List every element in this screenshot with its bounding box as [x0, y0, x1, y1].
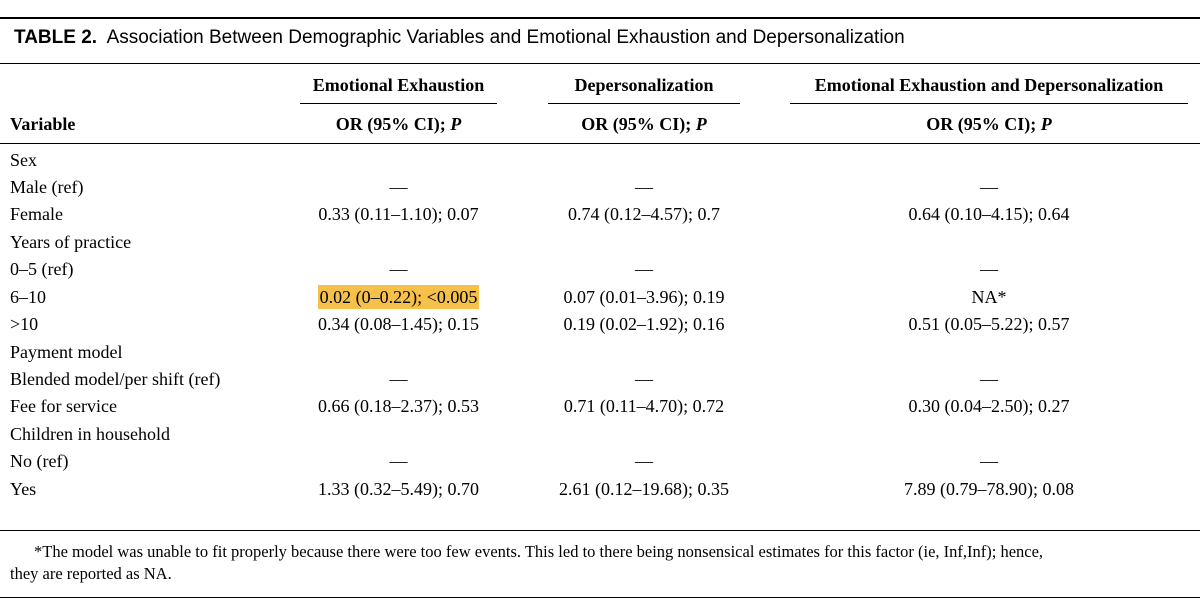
cell-emotional-exhaustion: 0.34 (0.08–1.45); 0.15 — [318, 314, 479, 334]
p-symbol: P — [450, 114, 462, 134]
row-label: Children in household — [10, 424, 170, 444]
cell-depersonalization: — — [635, 369, 653, 389]
body-end-rule — [0, 530, 1200, 531]
row-label: No (ref) — [10, 451, 69, 471]
group-underline-combined — [790, 103, 1188, 104]
subheader-text: OR (95% CI); — [581, 114, 696, 134]
row-label: 0–5 (ref) — [10, 259, 74, 279]
cell-emotional-exhaustion: — — [389, 177, 408, 197]
cell-depersonalization: — — [635, 451, 653, 471]
cell-combined: 0.30 (0.04–2.50); 0.27 — [908, 396, 1070, 416]
table-caption: Association Between Demographic Variable… — [106, 27, 905, 48]
table-footnote: *The model was unable to fit properly be… — [10, 541, 1195, 585]
row-label: Female — [10, 204, 63, 224]
cell-combined: — — [980, 369, 998, 389]
caption-rule — [0, 63, 1200, 64]
cell-combined: — — [980, 259, 998, 279]
subheader-emotional-exhaustion: OR (95% CI); P — [300, 114, 497, 135]
row-label: Years of practice — [10, 232, 132, 252]
cell-combined: NA* — [971, 287, 1007, 307]
cell-combined: — — [980, 451, 998, 471]
table-title: TABLE 2. Association Between Demographic… — [14, 27, 905, 49]
row-label: Yes — [10, 479, 37, 499]
cell-depersonalization: — — [635, 177, 653, 197]
group-underline-emotional-exhaustion — [300, 103, 497, 104]
group-header-emotional-exhaustion: Emotional Exhaustion — [312, 75, 485, 95]
row-label: >10 — [10, 314, 39, 334]
row-label: Blended model/per shift (ref) — [10, 369, 221, 389]
cell-depersonalization: 0.71 (0.11–4.70); 0.72 — [563, 396, 725, 416]
header-rule — [0, 143, 1200, 144]
highlighted-value: 0.02 (0–0.22); <0.005 — [317, 285, 480, 309]
variable-header: Variable — [10, 114, 76, 134]
cell-combined: 0.51 (0.05–5.22); 0.57 — [908, 314, 1070, 334]
cell-combined: 7.89 (0.79–78.90); 0.08 — [904, 479, 1074, 499]
cell-emotional-exhaustion: 0.33 (0.11–1.10); 0.07 — [318, 204, 479, 224]
cell-depersonalization: 0.74 (0.12–4.57); 0.7 — [568, 204, 720, 224]
cell-depersonalization: 0.19 (0.02–1.92); 0.16 — [563, 314, 725, 334]
cell-emotional-exhaustion: — — [389, 259, 408, 279]
group-underline-depersonalization — [548, 103, 740, 104]
row-label: 6–10 — [10, 287, 46, 307]
cell-emotional-exhaustion: — — [389, 451, 408, 471]
subheader-text: OR (95% CI); — [335, 114, 451, 134]
row-label: Sex — [10, 150, 37, 170]
group-header-combined: Emotional Exhaustion and Depersonalizati… — [814, 75, 1164, 95]
cell-combined: — — [980, 177, 998, 197]
p-symbol: P — [695, 114, 707, 134]
top-rule — [0, 17, 1200, 19]
subheader-text: OR (95% CI); — [926, 114, 1041, 134]
cell-depersonalization: 2.61 (0.12–19.68); 0.35 — [559, 479, 729, 499]
cell-emotional-exhaustion: 0.66 (0.18–2.37); 0.53 — [318, 396, 479, 416]
footnote-line: *The model was unable to fit properly be… — [34, 542, 1044, 561]
table-number: TABLE 2. — [14, 27, 98, 48]
cell-combined: 0.64 (0.10–4.15); 0.64 — [908, 204, 1070, 224]
p-symbol: P — [1040, 114, 1052, 134]
group-header-depersonalization: Depersonalization — [574, 75, 714, 95]
cell-emotional-exhaustion: 1.33 (0.32–5.49); 0.70 — [318, 479, 479, 499]
row-label: Male (ref) — [10, 177, 84, 197]
row-label: Fee for service — [10, 396, 117, 416]
row-label: Payment model — [10, 342, 123, 362]
subheader-combined: OR (95% CI); P — [790, 114, 1188, 135]
cell-depersonalization: 0.07 (0.01–3.96); 0.19 — [563, 287, 725, 307]
cell-emotional-exhaustion: 0.02 (0–0.22); <0.005 — [300, 285, 497, 309]
footnote-line: they are reported as NA. — [10, 564, 172, 583]
subheader-depersonalization: OR (95% CI); P — [548, 114, 740, 135]
cell-emotional-exhaustion: — — [389, 369, 408, 389]
bottom-rule — [0, 597, 1200, 598]
cell-depersonalization: — — [635, 259, 653, 279]
